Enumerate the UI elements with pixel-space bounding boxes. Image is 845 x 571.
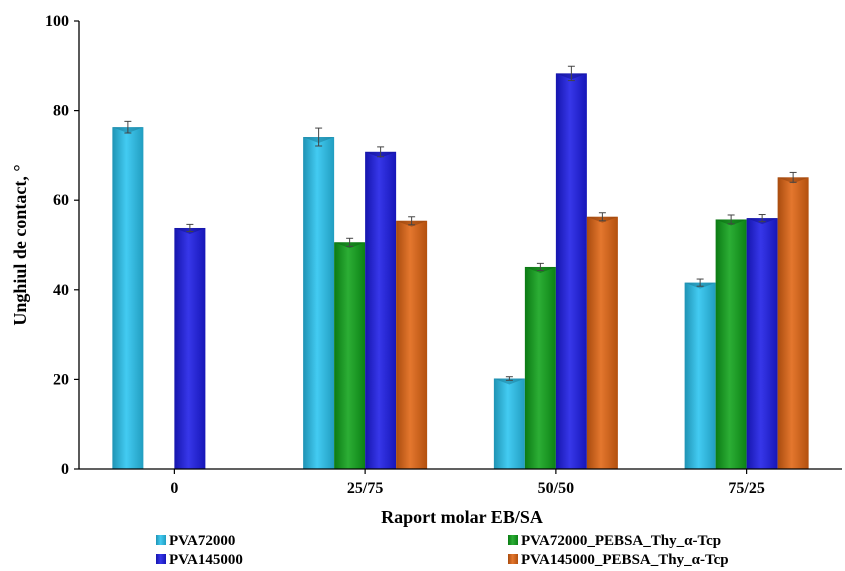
y-tick-label: 80: [53, 103, 69, 120]
error-bar-PVA72000_PEBSA_Thy_α-Tcp-25/75: [346, 237, 354, 247]
bar-PVA145000-75/25: [746, 218, 778, 469]
legend-item: PVA72000_PEBSA_Thy_α-Tcp: [508, 533, 721, 549]
legend-label: PVA72000: [169, 533, 235, 549]
legend-label: PVA72000_PEBSA_Thy_α-Tcp: [521, 533, 721, 549]
y-tick-label: 0: [61, 461, 69, 478]
bar-PVA72000_PEBSA_Thy_α-Tcp-25/75: [334, 242, 366, 469]
x-tick-label: 0: [170, 480, 178, 497]
error-bar-PVA72000-50/50: [505, 376, 513, 381]
axes-layer: [74, 20, 842, 474]
bar-PVA145000-25/75: [365, 151, 397, 470]
tick-labels-layer: 0 20 40 60 80 100 0 25/75 50/50 75/25: [45, 13, 765, 497]
legend-label: PVA145000_PEBSA_Thy_α-Tcp: [521, 552, 729, 568]
x-axis-title: Raport molar EB/SA: [381, 507, 543, 527]
error-bar-PVA72000-0: [124, 120, 132, 134]
error-bar-PVA72000_PEBSA_Thy_α-Tcp-75/25: [727, 214, 735, 225]
legend-swatch: [156, 554, 166, 564]
legend-swatch: [508, 535, 518, 545]
bar-PVA72000_PEBSA_Thy_α-Tcp-75/25: [715, 219, 747, 469]
error-bars-layer: [124, 65, 797, 381]
legend-swatch: [508, 554, 518, 564]
legend: PVA72000 PVA72000_PEBSA_Thy_α-Tcp PVA14500…: [156, 533, 729, 568]
error-bar-PVA145000-0: [186, 223, 194, 233]
bar-PVA145000_PEBSA_Thy_α-Tcp-50/50: [586, 216, 618, 469]
legend-swatch: [156, 535, 166, 545]
error-bar-PVA145000-75/25: [758, 214, 766, 223]
y-tick-label: 100: [45, 13, 69, 30]
error-bar-PVA145000_PEBSA_Thy_α-Tcp-75/25: [789, 171, 797, 183]
y-tick-label: 60: [53, 192, 69, 209]
bar-PVA145000_PEBSA_Thy_α-Tcp-25/75: [396, 220, 428, 469]
bar-PVA72000-75/25: [684, 282, 716, 469]
bar-PVA145000-50/50: [555, 73, 587, 469]
bar-PVA145000_PEBSA_Thy_α-Tcp-75/25: [777, 177, 809, 470]
bar-PVA72000-25/75: [303, 137, 335, 470]
y-axis-title: Unghiul de contact, °: [10, 164, 30, 325]
x-tick-label: 75/25: [728, 480, 764, 497]
x-tick-label: 50/50: [538, 480, 574, 497]
error-bar-PVA145000_PEBSA_Thy_α-Tcp-25/75: [408, 216, 416, 226]
legend-label: PVA145000: [169, 552, 243, 568]
legend-item: PVA145000: [156, 552, 243, 568]
error-bar-PVA72000-25/75: [315, 127, 323, 147]
bar-PVA72000-0: [112, 127, 144, 470]
bar-PVA72000-50/50: [493, 378, 525, 469]
legend-item: PVA72000: [156, 533, 235, 549]
legend-item: PVA145000_PEBSA_Thy_α-Tcp: [508, 552, 729, 568]
y-tick-label: 20: [53, 371, 69, 388]
bar-cap-PVA72000-50/50: [493, 378, 525, 385]
error-bar-PVA72000-75/25: [696, 278, 704, 287]
error-bar-PVA145000-50/50: [567, 65, 575, 82]
error-bar-PVA145000-25/75: [377, 146, 385, 158]
error-bar-PVA72000_PEBSA_Thy_α-Tcp-50/50: [536, 262, 544, 272]
bar-PVA72000_PEBSA_Thy_α-Tcp-50/50: [524, 266, 556, 469]
x-tick-label: 25/75: [347, 480, 383, 497]
bars-layer: [112, 73, 809, 470]
bar-PVA145000-0: [174, 227, 206, 469]
y-tick-label: 40: [53, 282, 69, 299]
error-bar-PVA145000_PEBSA_Thy_α-Tcp-50/50: [598, 212, 606, 222]
